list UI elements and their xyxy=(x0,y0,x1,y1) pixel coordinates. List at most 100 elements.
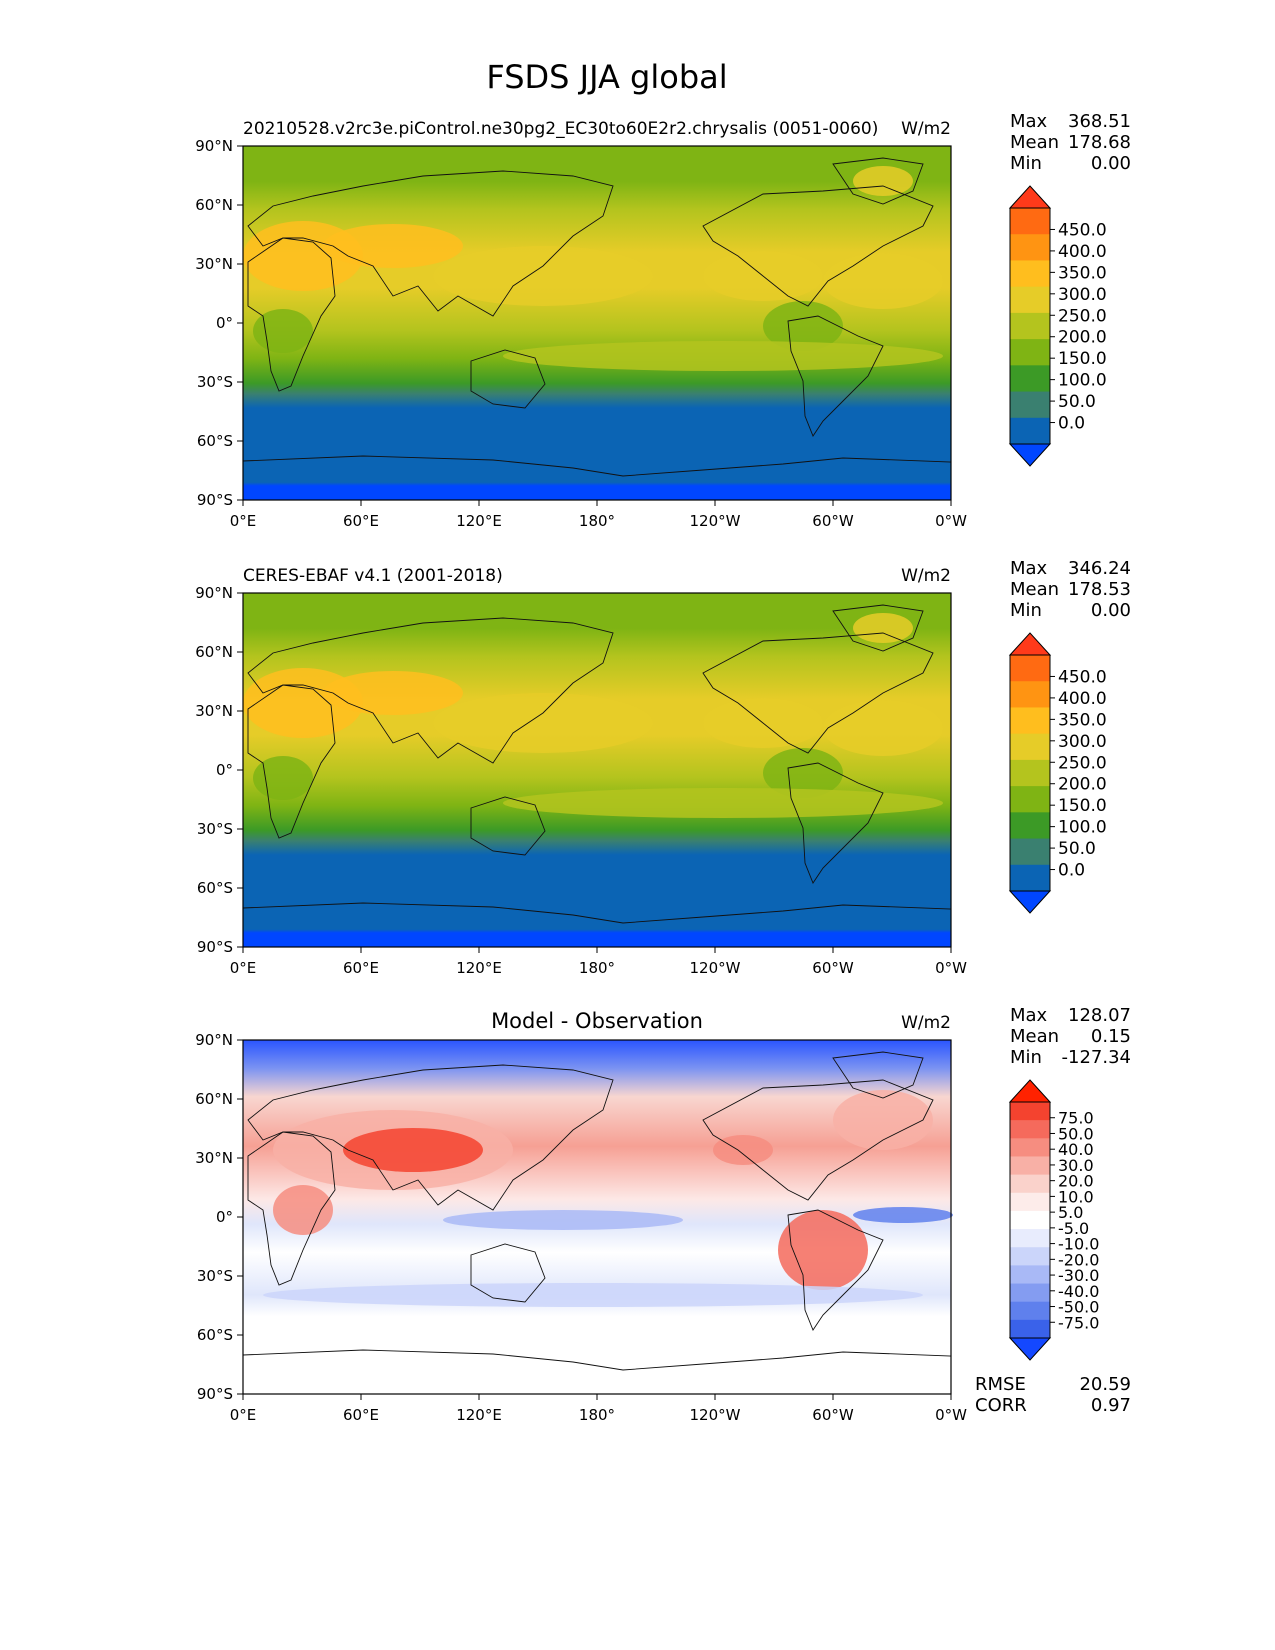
lat-label: 90°S xyxy=(197,1385,233,1403)
stat-label-max: Max xyxy=(1010,111,1048,132)
field-anomaly xyxy=(433,246,653,306)
colorbar: 75.050.040.030.020.010.05.0-5.0-10.0-20.… xyxy=(1008,1079,1099,1361)
colorbar-tick-label: 150.0 xyxy=(1058,796,1107,816)
colorbar-extend-min xyxy=(1008,890,1052,914)
lat-label: 30°N xyxy=(195,702,233,720)
lon-label: 0°E xyxy=(230,512,257,530)
colorbar-band xyxy=(1010,838,1050,866)
coastline xyxy=(832,157,924,205)
stat-label-min: Min xyxy=(1010,1047,1042,1068)
field-anomaly xyxy=(323,224,463,268)
lon-label: 60°W xyxy=(812,1406,854,1424)
field-anomaly xyxy=(433,693,653,753)
stat-value-max: 128.07 xyxy=(1068,1005,1131,1026)
colorbar-extend-max xyxy=(1008,1079,1052,1103)
colorbar-band xyxy=(1010,1138,1050,1157)
coastline xyxy=(470,1243,546,1303)
lat-label: 30°N xyxy=(195,1149,233,1167)
colorbar-tick-label: 0.0 xyxy=(1058,861,1085,881)
field-anomaly xyxy=(253,756,313,800)
colorbar-band xyxy=(1010,208,1050,235)
stat-value-min: -127.34 xyxy=(1062,1047,1131,1068)
coastline xyxy=(247,684,336,839)
colorbar-band xyxy=(1010,1319,1050,1339)
field-anomaly xyxy=(763,748,843,798)
lat-label: 0° xyxy=(216,314,233,332)
colorbar-band xyxy=(1010,1156,1050,1176)
coastline xyxy=(832,604,924,652)
colorbar-band xyxy=(1010,260,1050,288)
colorbar-tick-label: -10.0 xyxy=(1058,1235,1099,1254)
panel-title-left: CERES-EBAF v4.1 (2001-2018) xyxy=(243,566,503,586)
field-anomaly xyxy=(263,1283,923,1307)
colorbar-band xyxy=(1010,365,1050,393)
lat-label: 60°S xyxy=(197,1326,233,1344)
lon-label: 0°W xyxy=(935,1406,967,1424)
lat-label: 90°S xyxy=(197,938,233,956)
panel-units: W/m2 xyxy=(901,1013,951,1033)
field-anomaly xyxy=(778,1210,868,1290)
coastline xyxy=(787,1209,884,1331)
colorbar-tick-label: 300.0 xyxy=(1058,732,1107,752)
coastline xyxy=(247,1131,336,1286)
stat-value-max: 368.51 xyxy=(1068,111,1131,132)
metric-label-rmse: RMSE xyxy=(975,1374,1026,1395)
colorbar-tick-label: 50.0 xyxy=(1058,1124,1094,1143)
stat-label-max: Max xyxy=(1010,1005,1048,1026)
lat-label: 0° xyxy=(216,761,233,779)
colorbar-band xyxy=(1010,1102,1050,1121)
colorbar-tick-label: 250.0 xyxy=(1058,306,1107,326)
colorbar-band xyxy=(1010,339,1050,366)
colorbar-band xyxy=(1010,655,1050,682)
lat-label: 60°N xyxy=(195,1090,233,1108)
coastline xyxy=(702,632,934,754)
colorbar-tick-label: 400.0 xyxy=(1058,242,1107,262)
colorbar-tick-label: 50.0 xyxy=(1058,392,1096,412)
map-field xyxy=(242,145,952,501)
colorbar-tick-label: -40.0 xyxy=(1058,1282,1099,1301)
colorbar-tick-label: 150.0 xyxy=(1058,349,1107,369)
stat-label-min: Min xyxy=(1010,600,1042,621)
colorbar-tick-label: -75.0 xyxy=(1058,1313,1099,1332)
lon-label: 120°W xyxy=(690,1406,741,1424)
colorbar-frame xyxy=(1009,1101,1051,1339)
coastline xyxy=(247,170,614,317)
colorbar-band xyxy=(1010,1247,1050,1266)
panel-title-left: 20210528.v2rc3e.piControl.ne30pg2_EC30to… xyxy=(243,119,878,139)
coastline xyxy=(470,349,546,409)
colorbar-tick-label: -5.0 xyxy=(1058,1219,1089,1238)
field-anomaly xyxy=(763,301,843,351)
stat-value-min: 0.00 xyxy=(1091,153,1131,174)
lat-label: 30°N xyxy=(195,255,233,273)
field-anomaly xyxy=(823,700,943,756)
field-anomaly xyxy=(853,1207,953,1223)
map-field xyxy=(242,592,952,948)
colorbar-tick-label: -20.0 xyxy=(1058,1250,1099,1269)
colorbar-tick-label: 10.0 xyxy=(1058,1187,1094,1206)
lat-label: 90°N xyxy=(195,1031,233,1049)
colorbar-band xyxy=(1010,234,1050,261)
colorbar-band xyxy=(1010,1301,1050,1321)
colorbar-extend-max xyxy=(1008,632,1052,656)
colorbar-tick-label: 5.0 xyxy=(1058,1203,1083,1222)
panel-obs: 90°N 60°N 30°N 0° 30°S 60°S 90°S 0°E 60°E 120°E 18… xyxy=(195,558,1131,977)
colorbar-band xyxy=(1010,1210,1050,1230)
field-anomaly xyxy=(253,309,313,353)
colorbar-band xyxy=(1010,864,1050,892)
field-anomaly xyxy=(833,1090,933,1150)
lon-label: 60°E xyxy=(343,959,379,977)
lon-label: 180° xyxy=(579,1406,615,1424)
colorbar-band xyxy=(1010,312,1050,340)
lat-label: 0° xyxy=(216,1208,233,1226)
colorbar-tick-label: 400.0 xyxy=(1058,689,1107,709)
stat-value-min: 0.00 xyxy=(1091,600,1131,621)
colorbar-extend-max xyxy=(1008,185,1052,209)
field-anomaly xyxy=(713,1135,773,1165)
panel-model: 90°N 60°N 30°N 0° 30°S 60°S 90°S 0°E 60°E 120°E 18… xyxy=(195,111,1131,530)
panel-diff: 90°N 60°N 30°N 0° 30°S 60°S 90°S 0°E 60°E 120°E 18… xyxy=(195,1005,1131,1424)
lat-label: 90°N xyxy=(195,137,233,155)
colorbar-tick-label: -30.0 xyxy=(1058,1266,1099,1285)
colorbar-band xyxy=(1010,786,1050,813)
field-anomaly xyxy=(503,341,943,371)
metric-value-rmse: 20.59 xyxy=(1079,1374,1131,1395)
